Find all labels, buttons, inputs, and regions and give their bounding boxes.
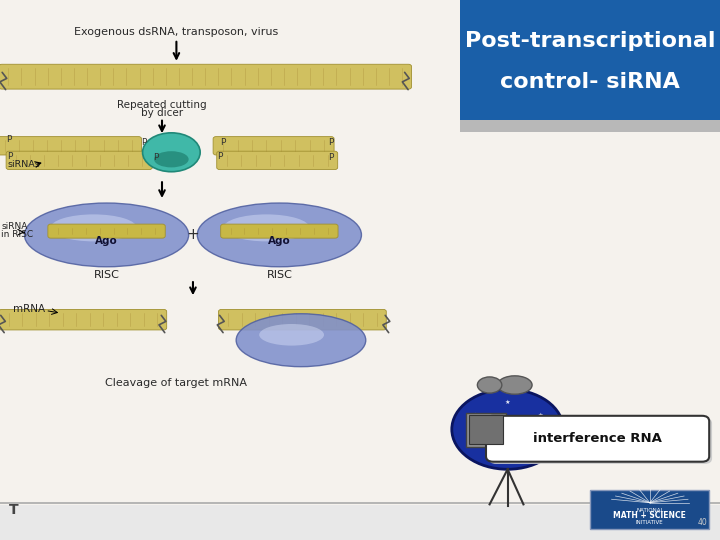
- Text: in RISC: in RISC: [1, 230, 34, 239]
- Text: ★: ★: [472, 413, 478, 418]
- Text: P: P: [328, 153, 334, 162]
- FancyBboxPatch shape: [6, 151, 153, 170]
- Text: +: +: [186, 227, 199, 242]
- Text: INITIATIVE: INITIATIVE: [636, 519, 664, 525]
- Bar: [466, 413, 506, 447]
- Text: Repeated cutting: Repeated cutting: [117, 100, 207, 110]
- Text: NATIONAL: NATIONAL: [636, 508, 664, 513]
- Ellipse shape: [477, 377, 502, 393]
- Text: interference RNA: interference RNA: [534, 432, 662, 445]
- Text: Post-transcriptional: Post-transcriptional: [464, 31, 715, 51]
- Ellipse shape: [24, 203, 189, 267]
- Text: ★: ★: [472, 440, 478, 445]
- Text: control- siRNA: control- siRNA: [500, 72, 680, 92]
- FancyBboxPatch shape: [220, 224, 338, 238]
- FancyBboxPatch shape: [48, 224, 165, 238]
- Ellipse shape: [143, 133, 200, 172]
- Text: P: P: [153, 153, 159, 162]
- Text: P: P: [328, 138, 334, 147]
- Ellipse shape: [223, 214, 310, 241]
- Text: P: P: [220, 138, 226, 147]
- Text: ★: ★: [505, 454, 510, 459]
- Text: siRNAs: siRNAs: [7, 160, 40, 169]
- Text: siRNA: siRNA: [1, 222, 28, 231]
- Ellipse shape: [197, 203, 361, 267]
- FancyBboxPatch shape: [0, 0, 720, 505]
- Text: Ago: Ago: [95, 237, 118, 246]
- Text: ★: ★: [537, 413, 543, 418]
- Text: mRNA: mRNA: [13, 305, 45, 314]
- Text: T: T: [9, 503, 18, 517]
- Text: Ago: Ago: [268, 237, 291, 246]
- Text: RISC: RISC: [266, 271, 292, 280]
- Bar: [460, 120, 720, 132]
- FancyBboxPatch shape: [460, 0, 720, 120]
- Ellipse shape: [236, 314, 366, 367]
- Text: Cleavage of target mRNA: Cleavage of target mRNA: [105, 379, 248, 388]
- Ellipse shape: [498, 376, 532, 394]
- FancyBboxPatch shape: [489, 418, 712, 464]
- Text: ★: ★: [505, 400, 510, 405]
- Text: P: P: [141, 138, 147, 147]
- Ellipse shape: [259, 324, 324, 346]
- FancyBboxPatch shape: [0, 64, 412, 89]
- Text: ★: ★: [537, 440, 543, 445]
- FancyBboxPatch shape: [219, 309, 386, 330]
- Text: P: P: [7, 152, 13, 161]
- FancyBboxPatch shape: [0, 137, 142, 155]
- Text: P: P: [6, 136, 12, 144]
- Bar: [590, 490, 709, 529]
- Bar: [469, 415, 503, 444]
- Ellipse shape: [50, 214, 137, 241]
- Text: Exogenous dsRNA, transposon, virus: Exogenous dsRNA, transposon, virus: [74, 28, 279, 37]
- Ellipse shape: [452, 389, 563, 469]
- Text: by dicer: by dicer: [141, 108, 183, 118]
- FancyBboxPatch shape: [0, 309, 167, 330]
- Text: 40: 40: [697, 518, 707, 527]
- FancyBboxPatch shape: [217, 151, 338, 170]
- Text: P: P: [217, 152, 222, 161]
- FancyBboxPatch shape: [486, 416, 709, 462]
- FancyBboxPatch shape: [213, 137, 334, 155]
- Text: RISC: RISC: [94, 271, 120, 280]
- Ellipse shape: [154, 151, 189, 167]
- Text: MATH + SCIENCE: MATH + SCIENCE: [613, 511, 686, 521]
